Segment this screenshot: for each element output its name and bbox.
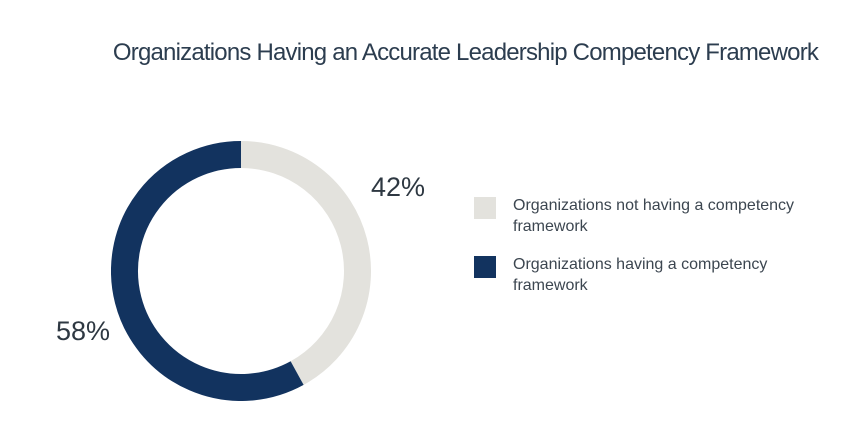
donut-slice-0 xyxy=(240,141,371,385)
legend-swatch-having-icon xyxy=(474,256,496,278)
legend-label-not-having: Organizations not having a competency fr… xyxy=(513,197,795,235)
legend-label-having: Organizations having a competency framew… xyxy=(513,256,768,294)
donut-chart xyxy=(111,141,371,401)
legend-item-not-having: Organizations not having a competency fr… xyxy=(474,195,823,237)
data-label-not-having: 42% xyxy=(371,172,426,202)
chart-title: Organizations Having an Accurate Leaders… xyxy=(112,39,819,66)
legend-swatch-not-having-icon xyxy=(474,197,496,219)
data-label-having: 58% xyxy=(56,316,111,346)
legend-item-having: Organizations having a competency framew… xyxy=(474,254,823,296)
donut-slice-1 xyxy=(111,141,304,401)
legend: Organizations not having a competency fr… xyxy=(474,195,823,296)
